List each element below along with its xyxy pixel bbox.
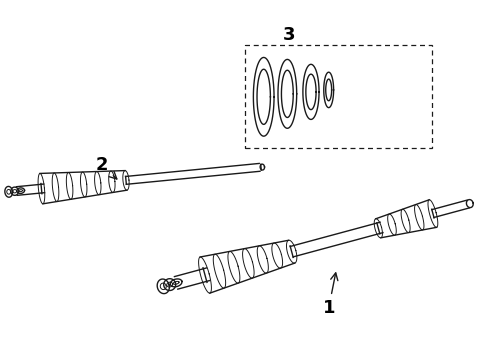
Text: 2: 2 bbox=[96, 156, 117, 179]
Text: 1: 1 bbox=[322, 273, 338, 317]
Bar bbox=[245, 45, 432, 148]
Text: 3: 3 bbox=[283, 26, 295, 44]
